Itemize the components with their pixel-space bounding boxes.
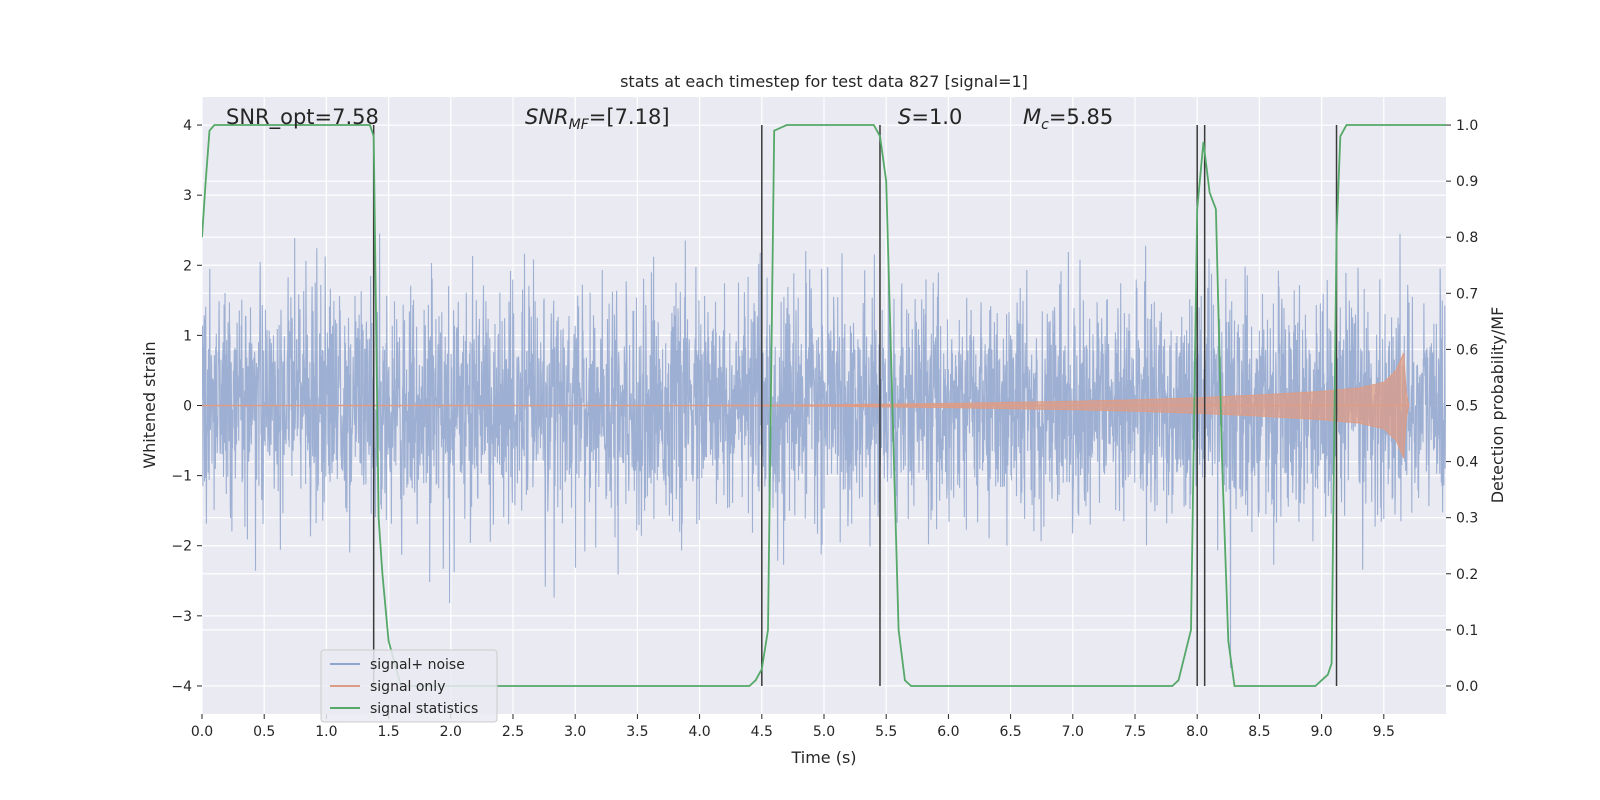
x-tick-label: 0.5 — [253, 724, 275, 740]
series-signal-only — [202, 352, 1410, 459]
annotation-mc: Mc=5.85 — [1023, 105, 1113, 133]
x-tick-label: 9.5 — [1373, 724, 1395, 740]
x-tick-label: 3.5 — [626, 724, 648, 740]
y-ticks-left: −4 −3 −2 −1 0 1 2 3 4 — [171, 118, 202, 695]
y-tick-label: 1 — [183, 328, 192, 344]
x-ticks: 0.0 0.5 1.0 1.5 2.0 2.5 3.0 3.5 4.0 4.5 5.0 5.5 6.0 6… — [191, 714, 1395, 740]
x-tick-label: 1.0 — [315, 724, 337, 740]
x-tick-label: 5.0 — [813, 724, 835, 740]
y-right-tick-label: 0.3 — [1456, 511, 1478, 527]
legend-label-signal-statistics: signal statistics — [370, 701, 478, 717]
annotation-snr-mf: SNRMF=[7.18] — [525, 105, 670, 133]
noise-trace — [202, 233, 1446, 668]
y-ticks-right: 0.0 0.1 0.2 0.3 0.4 0.5 0.6 0.7 0.8 0.9 1.0 — [1446, 118, 1478, 695]
x-tick-label: 8.0 — [1186, 724, 1208, 740]
y-tick-label: −2 — [171, 539, 192, 555]
y-tick-label: 2 — [183, 258, 192, 274]
x-tick-label: 0.0 — [191, 724, 213, 740]
y-right-tick-label: 0.9 — [1456, 174, 1478, 190]
annotation-s: S=1.0 — [898, 105, 962, 129]
y-right-tick-label: 0.0 — [1456, 679, 1478, 695]
x-tick-label: 4.0 — [688, 724, 710, 740]
y-tick-label: −3 — [171, 609, 192, 625]
x-tick-label: 8.5 — [1248, 724, 1270, 740]
x-tick-label: 5.5 — [875, 724, 897, 740]
y-tick-label: 4 — [183, 118, 192, 134]
y-axis-label: Whitened strain — [140, 341, 159, 468]
legend-label-signal-noise: signal+ noise — [370, 657, 465, 673]
x-tick-label: 4.5 — [751, 724, 773, 740]
y-right-tick-label: 1.0 — [1456, 118, 1478, 134]
y-right-tick-label: 0.7 — [1456, 286, 1478, 302]
x-tick-label: 7.0 — [1062, 724, 1084, 740]
x-axis-label: Time (s) — [790, 748, 856, 767]
statistics-line — [202, 124, 1446, 687]
y-right-tick-label: 0.2 — [1456, 567, 1478, 583]
y-tick-label: 0 — [183, 399, 192, 415]
series-signal-noise — [202, 233, 1446, 668]
y-right-tick-label: 0.6 — [1456, 342, 1478, 358]
x-tick-label: 2.5 — [502, 724, 524, 740]
x-tick-label: 9.0 — [1310, 724, 1332, 740]
y-tick-label: 3 — [183, 188, 192, 204]
y-right-tick-label: 0.8 — [1456, 230, 1478, 246]
chart-title: stats at each timestep for test data 827… — [620, 72, 1028, 91]
y-right-tick-label: 0.4 — [1456, 455, 1478, 471]
y-axis-label-right: Detection probability/MF — [1488, 307, 1507, 504]
y-right-tick-label: 0.5 — [1456, 399, 1478, 415]
x-tick-label: 6.0 — [937, 724, 959, 740]
series-signal-statistics — [202, 124, 1446, 687]
y-tick-label: −4 — [171, 679, 192, 695]
y-tick-label: −1 — [171, 469, 192, 485]
x-tick-label: 6.5 — [999, 724, 1021, 740]
x-tick-label: 1.5 — [377, 724, 399, 740]
legend-box — [320, 649, 498, 723]
y-right-tick-label: 0.1 — [1456, 623, 1478, 639]
x-tick-label: 7.5 — [1124, 724, 1146, 740]
legend: signal+ noise signal only signal statist… — [320, 649, 498, 723]
legend-label-signal-only: signal only — [370, 679, 445, 695]
annotation-snr-opt: SNR_opt=7.58 — [226, 105, 379, 130]
x-tick-label: 3.0 — [564, 724, 586, 740]
x-tick-label: 2.0 — [440, 724, 462, 740]
